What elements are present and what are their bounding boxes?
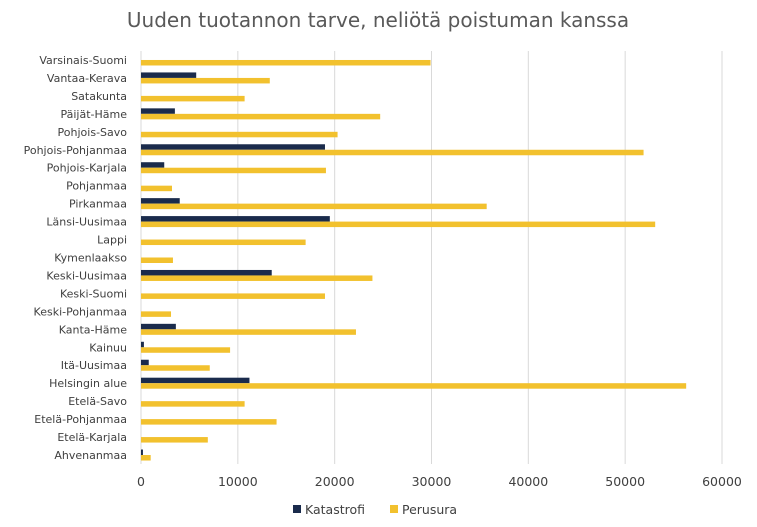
bar-katastrofi	[141, 144, 325, 150]
bar-katastrofi	[141, 108, 175, 114]
bar-katastrofi	[141, 450, 143, 456]
category-label: Keski-Uusimaa	[46, 269, 127, 282]
category-label: Pohjanmaa	[66, 180, 127, 193]
bar-perusura	[141, 329, 356, 335]
legend-label: Perusura	[402, 502, 457, 517]
chart-title: Uuden tuotannon tarve, neliötä poistuman…	[127, 8, 629, 32]
category-label: Pohjois-Karjala	[47, 162, 127, 175]
bar-perusura	[141, 311, 171, 317]
legend-swatch	[293, 505, 301, 513]
x-tick-label: 0	[137, 474, 145, 489]
bar-katastrofi	[141, 378, 249, 384]
bar-katastrofi	[141, 360, 149, 366]
bar-perusura	[141, 60, 431, 65]
bar-perusura	[141, 401, 245, 407]
legend: Katastrofi Perusura	[293, 502, 457, 517]
bar-perusura	[141, 132, 338, 138]
x-tick-label: 60000	[702, 474, 742, 489]
category-label: Varsinais-Suomi	[39, 54, 127, 67]
category-label: Itä-Uusimaa	[61, 359, 127, 372]
category-label: Vantaa-Kerava	[47, 72, 127, 85]
bar-perusura	[141, 275, 372, 281]
bar-perusura	[141, 186, 172, 192]
category-label: Pohjois-Pohjanmaa	[24, 144, 127, 157]
category-label: Pohjois-Savo	[58, 126, 128, 139]
bar-perusura	[141, 78, 270, 84]
category-label: Etelä-Pohjanmaa	[34, 413, 127, 426]
category-label: Kainuu	[89, 341, 127, 354]
x-tick-label: 50000	[605, 474, 645, 489]
bar-perusura	[141, 150, 644, 156]
category-label: Lappi	[97, 234, 127, 247]
bar-perusura	[141, 222, 655, 228]
category-label: Ahvenanmaa	[54, 449, 127, 462]
bar-katastrofi	[141, 162, 164, 168]
bar-perusura	[141, 383, 686, 389]
bar-perusura	[141, 258, 173, 264]
category-labels: Varsinais-Suomi Vantaa-Kerava Satakunta Päi…	[24, 54, 128, 462]
x-tick-label: 40000	[508, 474, 548, 489]
bar-perusura	[141, 168, 326, 174]
bar-perusura	[141, 419, 277, 425]
bar-perusura	[141, 293, 325, 299]
bars	[141, 60, 686, 461]
category-label: Keski-Suomi	[60, 287, 127, 300]
bar-perusura	[141, 96, 245, 102]
bar-katastrofi	[141, 72, 196, 78]
bar-perusura	[141, 240, 306, 246]
bar-katastrofi	[141, 216, 330, 222]
x-axis-ticks: 0 10000 20000 30000 40000 50000 60000	[137, 474, 742, 489]
x-tick-label: 30000	[412, 474, 452, 489]
category-label: Pirkanmaa	[69, 198, 127, 211]
category-label: Länsi-Uusimaa	[46, 216, 127, 229]
bar-perusura	[141, 204, 487, 210]
bar-perusura	[141, 114, 380, 120]
category-label: Kanta-Häme	[59, 323, 127, 336]
bar-perusura	[141, 455, 151, 461]
legend-label: Katastrofi	[305, 502, 365, 517]
x-tick-label: 10000	[218, 474, 258, 489]
x-tick-label: 20000	[315, 474, 355, 489]
category-label: Satakunta	[71, 90, 127, 103]
category-label: Päijät-Häme	[60, 108, 127, 121]
category-label: Keski-Pohjanmaa	[34, 305, 127, 318]
bar-perusura	[141, 365, 210, 371]
category-label: Helsingin alue	[49, 377, 127, 390]
category-label: Kymenlaakso	[54, 252, 127, 265]
category-label: Etelä-Karjala	[57, 431, 127, 444]
bar-katastrofi	[141, 342, 144, 348]
bar-katastrofi	[141, 198, 180, 204]
bar-perusura	[141, 347, 230, 353]
legend-swatch	[390, 505, 398, 513]
bar-katastrofi	[141, 270, 272, 276]
bar-perusura	[141, 437, 208, 443]
category-label: Etelä-Savo	[68, 395, 127, 408]
bar-katastrofi	[141, 324, 176, 330]
